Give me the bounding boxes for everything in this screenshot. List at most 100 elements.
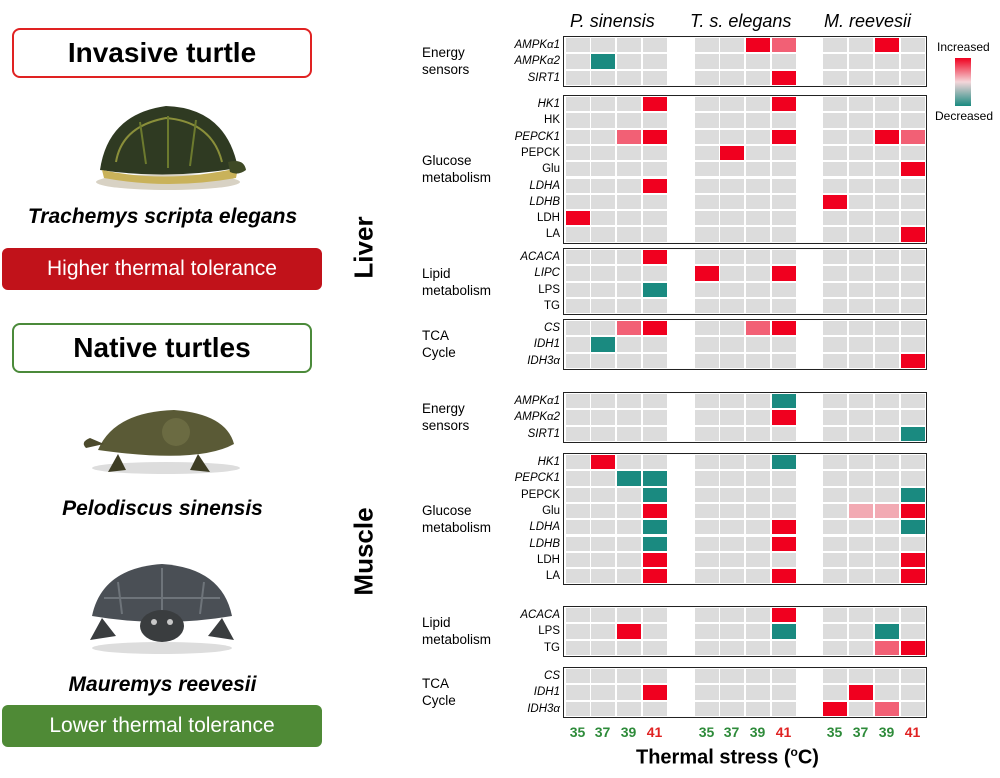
heatmap-cell	[745, 336, 771, 353]
heatmap-cell	[642, 519, 668, 536]
heatmap-cell	[590, 535, 616, 552]
heatmap-cell	[822, 249, 848, 266]
category-label-line: metabolism	[422, 170, 492, 186]
heatmap-cell	[771, 535, 797, 552]
gene-label: HK	[544, 114, 560, 127]
heatmap-cell	[590, 320, 616, 337]
heatmap-cell	[771, 486, 797, 503]
heatmap-cell	[874, 700, 900, 717]
category-label: Glucose metabolism	[422, 502, 491, 536]
heatmap-cell	[590, 486, 616, 503]
gene-label: AMPKα1	[514, 395, 560, 407]
heatmap-cell	[642, 700, 668, 717]
category-label-line: Lipid	[422, 265, 451, 281]
heatmap-cell	[874, 639, 900, 656]
heatmap-cell	[848, 623, 874, 640]
heatmap-cell	[642, 249, 668, 266]
heatmap-cell	[848, 535, 874, 552]
gene-label: LIPC	[534, 267, 560, 280]
heatmap-cell	[822, 226, 848, 243]
heatmap-cell	[900, 53, 926, 70]
x-tick-label: 39	[620, 724, 637, 740]
heatmap-cell	[848, 210, 874, 227]
heatmap-cell	[822, 551, 848, 569]
heatmap-cell	[848, 454, 874, 471]
gene-label: LPS	[538, 625, 560, 638]
heatmap-cell	[848, 425, 874, 442]
legend-increased-label: Increased	[937, 40, 990, 54]
heatmap-cell	[771, 700, 797, 717]
heatmap-cell	[719, 502, 745, 520]
heatmap-cell	[590, 128, 616, 145]
heatmap-cell	[771, 320, 797, 337]
heatmap-cell	[848, 249, 874, 266]
heatmap-cell	[771, 454, 797, 471]
heatmap-cell	[900, 470, 926, 487]
heatmap-cell	[822, 535, 848, 552]
heatmap-cell	[745, 639, 771, 656]
heatmap-cell	[848, 470, 874, 487]
heatmap-cell	[900, 210, 926, 227]
heatmap-cell	[719, 226, 745, 243]
heatmap-cell	[642, 144, 668, 162]
heatmap-cell	[719, 281, 745, 298]
heatmap-cell	[642, 96, 668, 113]
heatmap-cell	[590, 470, 616, 487]
category-label: Glucose metabolism	[422, 152, 491, 186]
heatmap-cell	[822, 112, 848, 129]
heatmap-cell	[874, 425, 900, 442]
heatmap-cell	[848, 684, 874, 701]
slider-turtle-image	[96, 106, 246, 190]
heatmap-cell	[874, 226, 900, 243]
heatmap-cell	[719, 623, 745, 640]
heatmap-cell	[848, 69, 874, 86]
heatmap-cell	[642, 210, 668, 227]
gene-label: ACACA	[520, 609, 560, 621]
heatmap-cell	[590, 502, 616, 520]
heatmap-cell	[745, 551, 771, 569]
heatmap-cell	[719, 535, 745, 552]
heatmap-cell	[874, 623, 900, 640]
gene-label: ACACA	[520, 251, 560, 263]
heatmap-cell	[822, 210, 848, 227]
heatmap-cell	[771, 37, 797, 54]
heatmap-cell	[745, 112, 771, 129]
x-tick-label: 41	[904, 724, 921, 740]
heatmap-cell	[771, 281, 797, 298]
heatmap-cell	[900, 249, 926, 266]
heatmap-cell	[590, 336, 616, 353]
category-label-line: metabolism	[422, 632, 492, 648]
heatmap-cell	[874, 486, 900, 503]
native-species-2-name: Mauremys reevesii	[68, 673, 257, 696]
category-label-line: Cycle	[422, 345, 456, 361]
species-header-t-s-elegans: T. s. elegans	[690, 11, 792, 31]
heatmap-cell	[642, 128, 668, 145]
heatmap-cell	[771, 144, 797, 162]
heatmap-cell	[874, 320, 900, 337]
heatmap-cell	[590, 454, 616, 471]
gene-label: PEPCK	[521, 488, 560, 501]
heatmap-cell	[642, 53, 668, 70]
species-header-p-sinensis: P. sinensis	[570, 11, 655, 31]
heatmap-cell	[900, 352, 926, 369]
heatmap-cell	[590, 639, 616, 656]
heatmap-cell	[900, 684, 926, 701]
heatmap-cell	[874, 161, 900, 178]
heatmap-cell	[848, 409, 874, 426]
heatmap-cell	[900, 226, 926, 243]
heatmap-block-frame	[563, 667, 927, 718]
heatmap-cell	[616, 37, 642, 54]
heatmap-cell	[900, 668, 926, 685]
heatmap-cell	[822, 607, 848, 624]
heatmap-cell	[848, 161, 874, 178]
heatmap-cell	[771, 297, 797, 315]
heatmap-cell	[848, 486, 874, 503]
higher-tolerance-text: Higher thermal tolerance	[47, 257, 277, 280]
heatmap-cell	[874, 96, 900, 113]
tissue-label-muscle: Muscle	[348, 507, 379, 596]
heatmap-cell	[719, 96, 745, 113]
heatmap-cell	[745, 568, 771, 585]
heatmap-cell	[719, 393, 745, 410]
heatmap-cell	[848, 297, 874, 315]
heatmap-cell	[822, 486, 848, 503]
